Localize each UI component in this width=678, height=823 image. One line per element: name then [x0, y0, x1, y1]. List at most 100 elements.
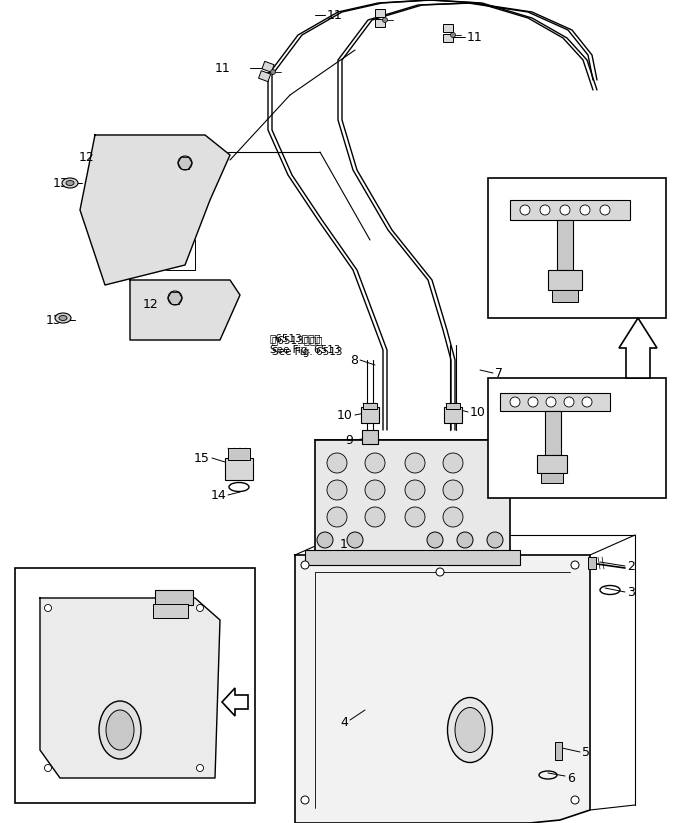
- Text: 11: 11: [467, 30, 483, 44]
- Text: 10: 10: [337, 408, 353, 421]
- Polygon shape: [222, 688, 248, 716]
- Text: 3: 3: [627, 585, 635, 598]
- Bar: [443, 24, 453, 32]
- Ellipse shape: [66, 180, 74, 185]
- Text: See Fig. 6513: See Fig. 6513: [270, 345, 340, 355]
- Bar: [552, 290, 578, 302]
- Text: See Fig. 6513: See Fig. 6513: [272, 347, 342, 357]
- Bar: [225, 458, 253, 480]
- Circle shape: [327, 480, 347, 500]
- Text: 11: 11: [327, 8, 343, 21]
- Bar: [305, 550, 520, 565]
- Bar: [488, 178, 666, 318]
- Polygon shape: [40, 598, 220, 778]
- Bar: [555, 742, 562, 760]
- Circle shape: [168, 291, 182, 305]
- Bar: [545, 411, 561, 455]
- Ellipse shape: [62, 178, 78, 188]
- Text: 適用号機: 適用号機: [22, 567, 47, 577]
- Bar: [537, 455, 567, 473]
- Circle shape: [510, 397, 520, 407]
- Circle shape: [580, 205, 590, 215]
- Circle shape: [301, 796, 309, 804]
- Text: 12: 12: [142, 299, 158, 311]
- Circle shape: [45, 605, 52, 611]
- Bar: [258, 71, 271, 81]
- Circle shape: [560, 205, 570, 215]
- Circle shape: [178, 156, 192, 170]
- Circle shape: [365, 507, 385, 527]
- Circle shape: [327, 507, 347, 527]
- Circle shape: [450, 32, 456, 38]
- Circle shape: [405, 453, 425, 473]
- Circle shape: [571, 796, 579, 804]
- Circle shape: [327, 453, 347, 473]
- Circle shape: [347, 532, 363, 548]
- Text: 17: 17: [600, 413, 616, 426]
- Polygon shape: [619, 318, 657, 378]
- Text: 第6513図参照: 第6513図参照: [272, 335, 323, 345]
- Bar: [488, 378, 666, 498]
- Text: 4: 4: [187, 766, 195, 779]
- Text: 10: 10: [470, 406, 486, 419]
- Bar: [15, 568, 255, 803]
- Bar: [548, 270, 582, 290]
- Circle shape: [520, 205, 530, 215]
- Bar: [375, 9, 385, 17]
- Bar: [153, 604, 188, 618]
- Bar: [361, 407, 379, 423]
- Text: 16: 16: [547, 424, 563, 436]
- Text: 13: 13: [45, 314, 61, 327]
- Bar: [588, 557, 596, 569]
- Circle shape: [365, 480, 385, 500]
- Circle shape: [365, 453, 385, 473]
- Circle shape: [436, 568, 444, 576]
- Text: 6: 6: [567, 771, 575, 784]
- Circle shape: [197, 765, 203, 771]
- Text: 適用号機: 適用号機: [492, 178, 517, 188]
- Circle shape: [571, 561, 579, 569]
- Circle shape: [564, 397, 574, 407]
- Ellipse shape: [455, 708, 485, 752]
- Circle shape: [405, 507, 425, 527]
- Circle shape: [600, 205, 610, 215]
- Bar: [262, 61, 274, 72]
- Ellipse shape: [106, 710, 134, 750]
- Text: 17: 17: [617, 230, 633, 244]
- Bar: [362, 430, 378, 444]
- Circle shape: [405, 480, 425, 500]
- Text: 第6513図参照: 第6513図参照: [270, 333, 321, 343]
- Circle shape: [301, 561, 309, 569]
- Ellipse shape: [447, 698, 492, 762]
- Circle shape: [546, 397, 556, 407]
- Text: 12: 12: [78, 151, 94, 164]
- Bar: [375, 19, 385, 27]
- Polygon shape: [295, 555, 590, 823]
- Bar: [155, 590, 193, 605]
- Circle shape: [427, 532, 443, 548]
- Bar: [228, 448, 250, 460]
- Text: 11: 11: [214, 62, 230, 75]
- Circle shape: [271, 69, 275, 75]
- Text: 14: 14: [210, 489, 226, 501]
- Circle shape: [528, 397, 538, 407]
- Circle shape: [45, 765, 52, 771]
- Circle shape: [582, 397, 592, 407]
- Text: 4: 4: [340, 715, 348, 728]
- Polygon shape: [130, 280, 240, 340]
- Circle shape: [443, 507, 463, 527]
- Bar: [444, 407, 462, 423]
- Text: 1: 1: [340, 538, 348, 551]
- Bar: [541, 473, 563, 483]
- Circle shape: [317, 532, 333, 548]
- Text: Serial No. 10002~: Serial No. 10002~: [22, 576, 117, 586]
- Circle shape: [457, 532, 473, 548]
- Text: 8: 8: [350, 354, 358, 366]
- Ellipse shape: [59, 315, 67, 320]
- Text: 2: 2: [627, 560, 635, 573]
- Text: 7: 7: [495, 366, 503, 379]
- Bar: [363, 403, 377, 409]
- Text: 13: 13: [52, 176, 68, 189]
- Circle shape: [487, 532, 503, 548]
- Ellipse shape: [55, 313, 71, 323]
